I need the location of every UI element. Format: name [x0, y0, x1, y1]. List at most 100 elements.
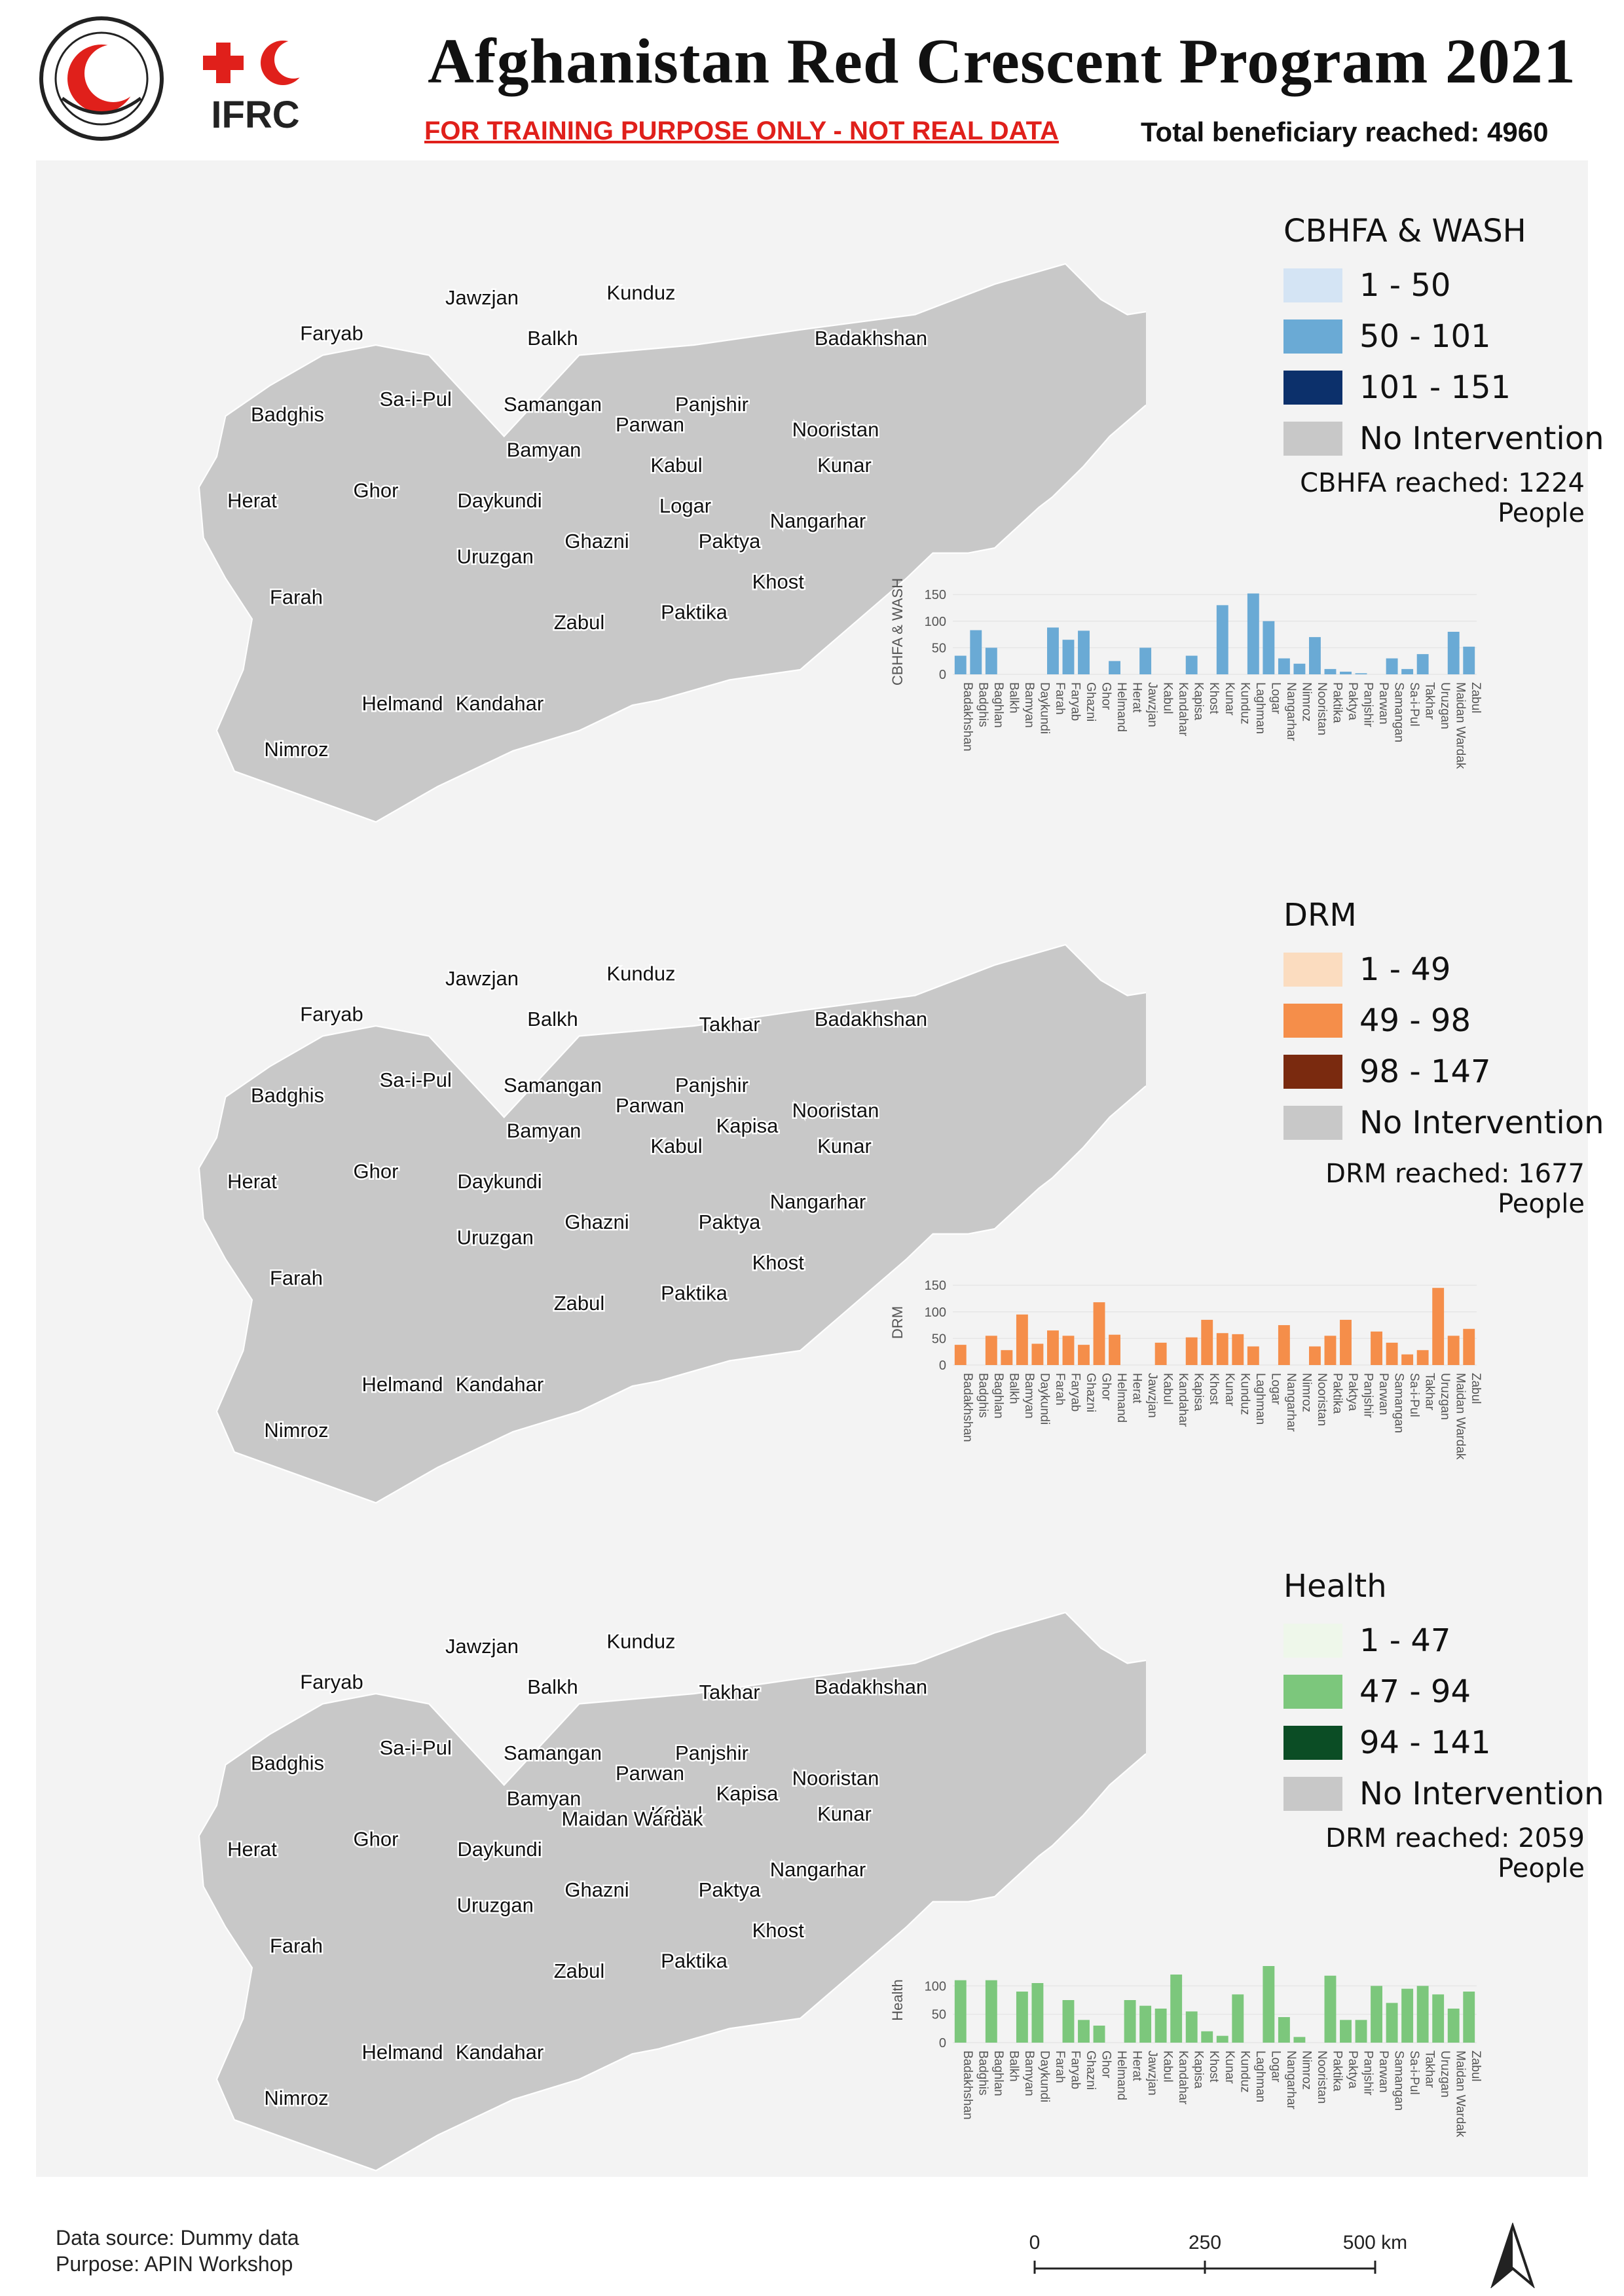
chart-ylabel: Health — [889, 1979, 906, 2021]
chart-xtick: Laghman — [1253, 2050, 1267, 2102]
map-label: Badakhshan — [815, 1008, 927, 1030]
legend-item: 1 - 49 — [1283, 944, 1604, 995]
legend-item: No Intervention — [1283, 1097, 1604, 1148]
legend-item: 98 - 147 — [1283, 1046, 1604, 1097]
legend-item: 94 - 141 — [1283, 1717, 1604, 1768]
chart-xtick: Badakhshan — [961, 1373, 974, 1442]
map-label: Samangan — [504, 393, 602, 416]
chart-ytick: 0 — [939, 1358, 946, 1373]
map-cbhfa: Jawzjan Balkh Kunduz Badakhshan Faryab Samang… — [198, 263, 1146, 823]
map-label: Kapisa — [716, 1114, 779, 1137]
chart-bar — [1216, 1333, 1228, 1365]
chart-bar — [1401, 1354, 1414, 1365]
map-label: Ghor — [354, 1828, 399, 1851]
purpose: Purpose: APIN Workshop — [56, 2252, 293, 2276]
map-label: Nooristan — [792, 1099, 879, 1122]
legend-label: 101 - 151 — [1359, 369, 1511, 406]
map-label: Sa-i-Pul — [380, 1068, 452, 1091]
map-label: Khost — [752, 1251, 805, 1274]
chart-bar — [1278, 658, 1290, 674]
map-label: Herat — [227, 1838, 277, 1861]
chart-xtick: Ghor — [1099, 1373, 1113, 1401]
map-label: Badghis — [251, 1751, 324, 1774]
chart-bar — [1216, 605, 1228, 674]
chart-bar — [1386, 1342, 1398, 1365]
legend-swatch — [1283, 422, 1342, 456]
chart-xtick: Khost — [1207, 682, 1221, 714]
map-label: Faryab — [300, 1002, 363, 1025]
map-label: Daykundi — [457, 1838, 542, 1861]
chart-bar — [1340, 1319, 1352, 1365]
legend-item: No Intervention — [1283, 413, 1604, 464]
chart-bar — [1293, 663, 1306, 674]
chart-xtick: Balkh — [1006, 1373, 1020, 1404]
map-label: Faryab — [300, 321, 363, 344]
map-label: Bamyan — [507, 1120, 581, 1142]
chart-xtick: Ghor — [1099, 2050, 1113, 2079]
map-label: Nooristan — [792, 1767, 879, 1790]
chart-xtick: Kunduz — [1238, 682, 1251, 724]
map-label: Paktika — [661, 1282, 728, 1305]
map-label: Kunar — [817, 454, 872, 477]
chart-bar — [1109, 1334, 1120, 1365]
total-beneficiary: Total beneficiary reached: 4960 — [1141, 117, 1549, 147]
chart-xtick: Zabul — [1469, 1373, 1483, 1404]
chart-xtick: Sa-i-Pul — [1407, 2050, 1421, 2095]
chart-bar — [1201, 2031, 1213, 2043]
chart-bar — [1139, 2005, 1152, 2043]
chart-bar — [1324, 668, 1337, 674]
chart-bar — [1386, 2003, 1398, 2043]
chart-xtick: Kapisa — [1192, 682, 1206, 721]
chart-drm: DRM 0 50 100 150 Badakhshan Badghis Baghlan Balk… — [889, 1279, 1483, 1460]
chart-bar — [1031, 1983, 1044, 2043]
chart-bar — [1278, 1325, 1290, 1365]
chart-xtick: Kandahar — [1176, 2050, 1190, 2105]
chart-xtick: Nooristan — [1315, 682, 1329, 735]
map-label: Balkh — [527, 327, 578, 350]
map-label: Nimroz — [264, 2086, 328, 2109]
chart-xtick: Uruzgan — [1438, 2050, 1452, 2098]
map-label: Herat — [227, 489, 277, 512]
chart-xtick: Daykundi — [1037, 682, 1051, 734]
map-label: Zabul — [554, 1959, 605, 1982]
scale-label: 0 — [1029, 2232, 1041, 2253]
map-label: Jawzjan — [445, 967, 519, 990]
map-label: Uruzgan — [457, 545, 534, 568]
legend-swatch — [1283, 1777, 1342, 1811]
chart-bar — [1432, 1288, 1445, 1365]
country-outline — [198, 263, 1146, 823]
legend-item: 49 - 98 — [1283, 995, 1604, 1046]
chart-xtick: Daykundi — [1037, 2050, 1051, 2102]
chart-bar — [1447, 1336, 1460, 1365]
map-label: Ghazni — [564, 530, 629, 553]
legend-swatch — [1283, 268, 1342, 302]
chart-bar — [1201, 1319, 1213, 1365]
chart-ytick: 0 — [939, 2036, 946, 2050]
map-label: Samangan — [504, 1741, 602, 1764]
map-label: Paktya — [699, 1211, 762, 1233]
legend-item: 101 - 151 — [1283, 362, 1604, 413]
chart-bar — [1093, 1302, 1105, 1365]
chart-xtick: Baghlan — [991, 2050, 1005, 2096]
map-label: Badghis — [251, 403, 324, 426]
legend-label: No Intervention — [1359, 1104, 1604, 1141]
chart-xtick: Uruzgan — [1438, 682, 1452, 729]
map-label: Ghazni — [564, 1878, 629, 1901]
chart-xtick: Balkh — [1006, 682, 1020, 714]
chart-xtick: Kabul — [1161, 1373, 1175, 1405]
legend-label: 1 - 47 — [1359, 1622, 1451, 1659]
map-label: Nimroz — [264, 1419, 328, 1442]
legend-drm: DRM 1 - 49 49 - 98 98 - 147 No Intervention — [1283, 897, 1604, 1148]
scale-label: 500 km — [1343, 2232, 1407, 2253]
chart-xtick: Paktya — [1346, 682, 1359, 721]
chart-xtick: Farah — [1053, 1373, 1067, 1406]
chart-bar — [1139, 647, 1152, 674]
chart-ytick: 50 — [932, 1332, 946, 1346]
chart-bar — [1324, 1336, 1337, 1365]
legend-title: Health — [1283, 1568, 1387, 1605]
chart-xtick: Khost — [1207, 2050, 1221, 2083]
chart-xtick: Laghman — [1253, 682, 1267, 734]
chart-xtick: Herat — [1130, 2050, 1144, 2081]
chart-bar — [1355, 2020, 1367, 2043]
chart-xtick: Faryab — [1068, 1373, 1082, 1412]
